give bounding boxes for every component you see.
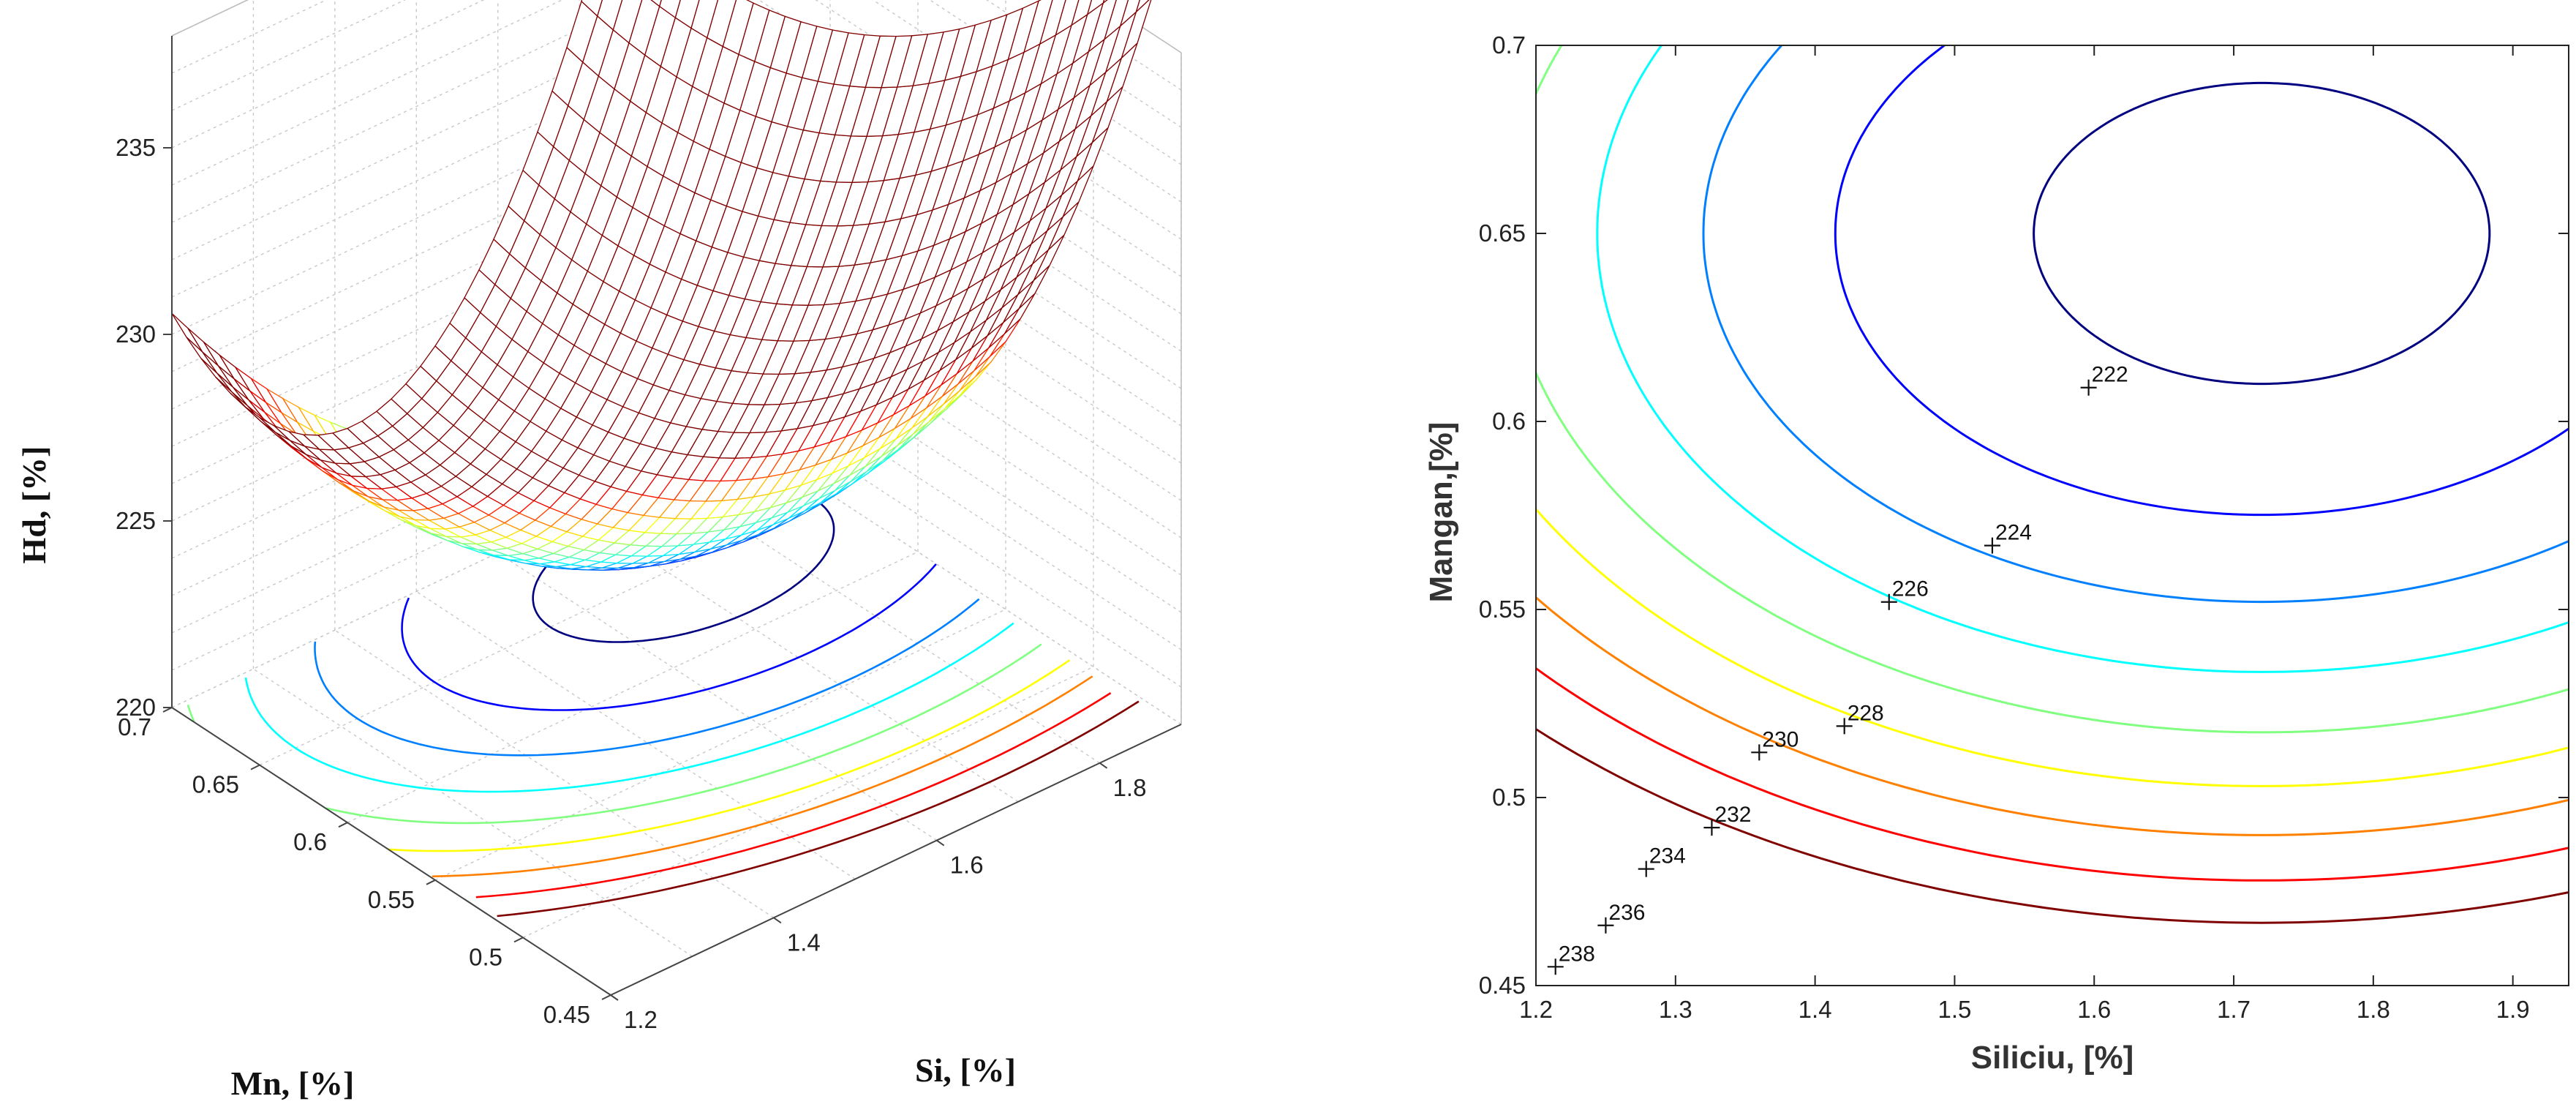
surface-mesh-cell (171, 312, 203, 353)
surface-mesh-cell (650, 0, 662, 7)
contour-line-228 (1596, 45, 2569, 673)
si-tick-label: 1.6 (950, 852, 984, 879)
surface-mesh-cell (658, 0, 681, 19)
contour-plot-area (1536, 45, 2569, 986)
surface-3d-floor-contours (187, 484, 1140, 918)
floor-contour-line (432, 675, 1093, 878)
contour-ticks: 1.2 1.3 1.4 1.5 1.6 1.7 1.8 1.9 0.45 0.5 0.55 0.6 0.… (1479, 31, 2569, 1023)
yaxis-title: Mn, [%] (231, 1065, 355, 1102)
contour-y-tick-label: 0.55 (1479, 596, 1526, 623)
contour-label-marker (1703, 819, 1720, 836)
floor-gridline (334, 629, 775, 918)
floor-gridline (415, 590, 856, 880)
contour-label-marker (2080, 379, 2097, 396)
contour-level-label: 238 (1559, 942, 1595, 966)
contour-y-tick-label: 0.7 (1492, 31, 1526, 59)
contour-label-marker (1751, 744, 1768, 761)
contour-x-tick-label: 1.6 (2077, 996, 2111, 1023)
floor-contour-line (314, 598, 980, 757)
side-wall-gridline (815, 0, 1182, 240)
contour-x-tick-label: 1.2 (1519, 996, 1553, 1023)
contour-level-label: 230 (1762, 727, 1799, 751)
contour-label-marker (1984, 537, 2000, 554)
contour-label-marker (1547, 958, 1564, 975)
contour-label-marker (1638, 860, 1654, 877)
si-tick-label: 1.4 (787, 928, 821, 956)
contour-y-tick-label: 0.65 (1479, 220, 1526, 247)
floor-gridline (497, 552, 938, 841)
si-tick-mark (1099, 762, 1108, 769)
contour-level-label: 232 (1714, 803, 1751, 827)
mn-tick-label: 0.65 (192, 771, 239, 798)
surface-mesh-cell (596, 0, 623, 31)
contour-level-label: 236 (1608, 901, 1645, 925)
contour-level-label: 224 (1995, 521, 2032, 545)
contour-line-222 (2033, 81, 2491, 386)
si-tick-mark (773, 917, 782, 924)
mn-tick-mark (250, 764, 260, 770)
si-tick-label: 1.2 (624, 1006, 658, 1033)
mn-tick-mark (513, 937, 524, 943)
contour-yaxis-title: Mangan,[%] (1423, 422, 1459, 603)
contour-x-tick-label: 1.3 (1659, 996, 1692, 1023)
surface-mesh-cell (581, 0, 603, 18)
contour-label-marker (1836, 718, 1853, 735)
mn-tick-mark (601, 994, 611, 1000)
contour-x-tick-label: 1.8 (2357, 996, 2390, 1023)
contour-plot-frame (1535, 45, 2569, 986)
mn-tick-label: 0.6 (293, 828, 327, 855)
si-tick-mark (610, 994, 619, 1001)
si-tick-label: 1.8 (1113, 774, 1147, 801)
contour-label-marker (1880, 593, 1897, 610)
contour-level-label: 234 (1649, 844, 1686, 868)
contour-level-label: 226 (1892, 577, 1929, 601)
hd-tick-label: 220 (116, 694, 156, 721)
floor-contour-line (401, 563, 937, 711)
contour-lines (1536, 45, 2569, 924)
floor-contour-line (244, 622, 1014, 793)
mn-tick-mark (338, 822, 348, 828)
surface-mesh-cell (1086, 0, 1105, 16)
floor-contour-line (388, 659, 1071, 852)
xaxis-title: Si, [%] (915, 1051, 1016, 1089)
contour-y-tick-label: 0.6 (1492, 408, 1526, 435)
contour-chart: 1.2 1.3 1.4 1.5 1.6 1.7 1.8 1.9 0.45 0.5 0.55 0.6 0.… (1423, 31, 2569, 1076)
contour-line-224 (1834, 45, 2569, 517)
contour-level-label: 222 (2092, 363, 2128, 387)
hd-tick-label: 225 (116, 507, 156, 534)
contour-x-tick-label: 1.7 (2217, 996, 2251, 1023)
contour-level-label: 228 (1848, 701, 1884, 725)
contour-x-tick-label: 1.4 (1799, 996, 1832, 1023)
contour-x-tick-label: 1.9 (2496, 996, 2530, 1023)
contour-xaxis-title: Siliciu, [%] (1971, 1040, 2134, 1076)
contour-y-tick-label: 0.5 (1492, 784, 1526, 811)
floor-gridline (253, 668, 693, 957)
si-tick-mark (936, 839, 945, 847)
mn-tick-label: 0.55 (368, 886, 415, 913)
hd-tick-label: 230 (116, 320, 156, 348)
zaxis-title: Hd, [%] (15, 446, 53, 564)
contour-label-marker (1597, 917, 1614, 934)
contour-level-labels: 222 224 226 228 230 232 234 236 238 (1547, 363, 2128, 975)
side-wall-gridline (872, 0, 1182, 203)
mn-tick-mark (426, 879, 436, 885)
mn-tick-label: 0.5 (469, 943, 502, 970)
mn-tick-label: 0.7 (118, 713, 151, 740)
si-axis-line (610, 724, 1182, 996)
contour-line-226 (1702, 45, 2569, 604)
floor-contour-line (475, 691, 1112, 898)
mn-axis-line (171, 707, 611, 996)
floor-contour-line (497, 700, 1140, 918)
surface-3d-mesh (171, 0, 1152, 571)
hd-tick-label: 235 (116, 134, 156, 161)
contour-y-tick-label: 0.45 (1479, 972, 1526, 999)
mn-tick-label: 0.45 (543, 1001, 590, 1028)
floor-gridline (434, 609, 1006, 881)
contour-x-tick-label: 1.5 (1937, 996, 1971, 1023)
floor-contour-line (187, 643, 1042, 825)
